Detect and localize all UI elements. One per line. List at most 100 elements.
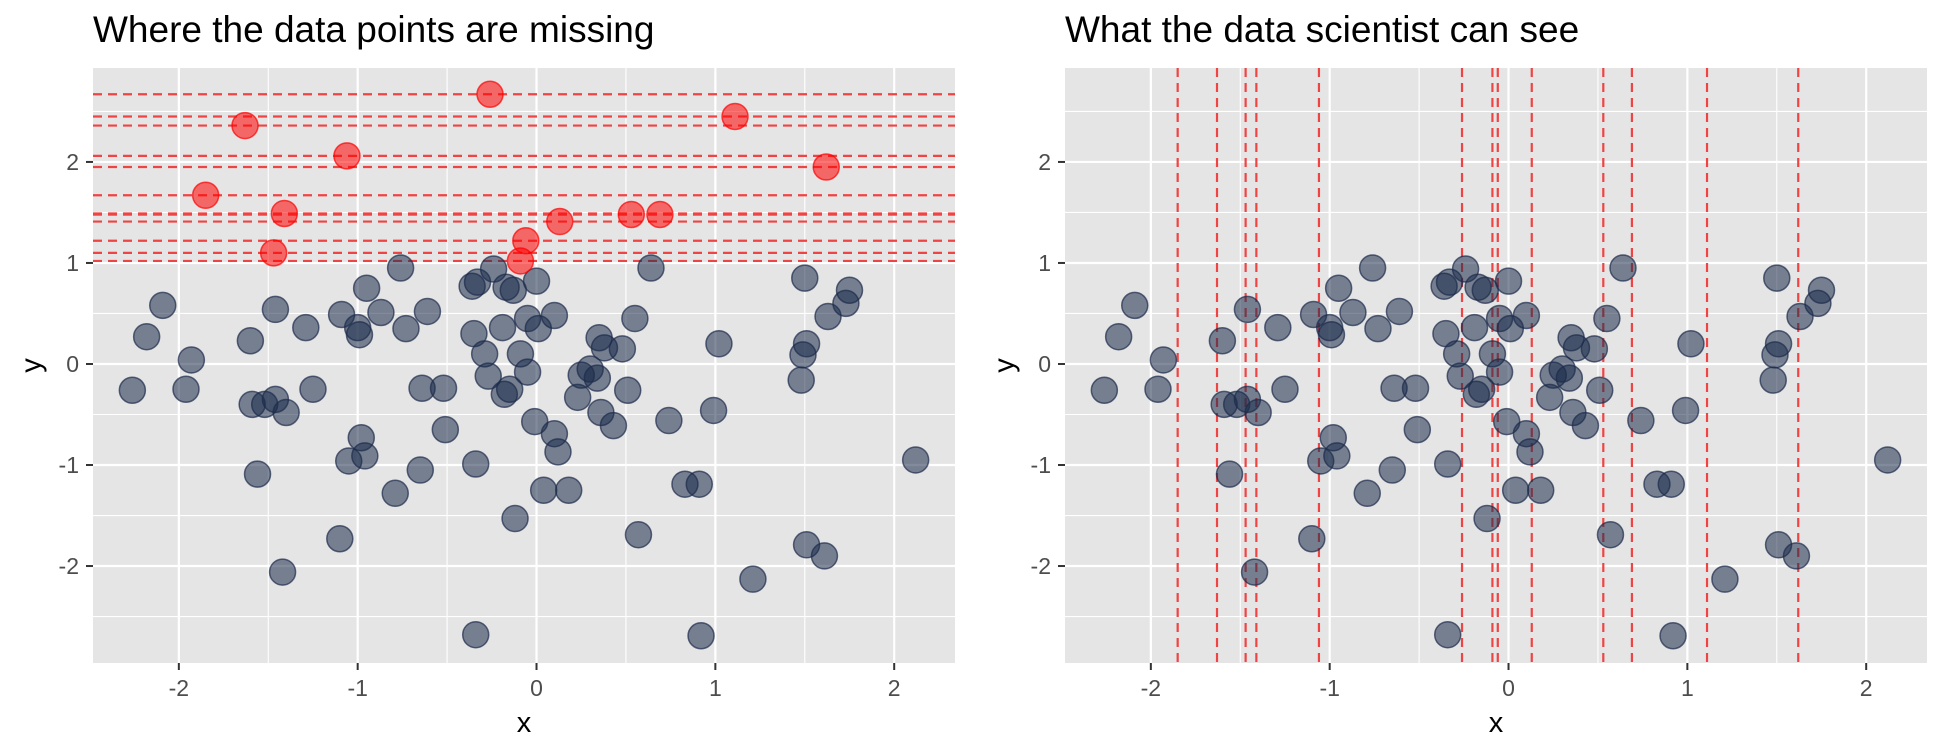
observed-data-point — [901, 446, 930, 474]
observed-data-point — [1759, 366, 1787, 394]
observed-data-point — [1120, 291, 1149, 320]
x-tick-label: -1 — [347, 675, 367, 701]
observed-data-point — [554, 476, 583, 505]
observed-data-point — [1873, 446, 1902, 474]
observed-data-point — [367, 298, 395, 327]
observed-data-point — [1240, 558, 1269, 586]
chart-title: Where the data points are missing — [93, 9, 654, 50]
observed-data-point — [392, 314, 420, 343]
missing-data-point — [646, 200, 674, 229]
missing-data-point — [333, 142, 361, 170]
observed-data-point — [1501, 476, 1530, 505]
observed-data-point — [835, 276, 864, 304]
observed-data-point — [299, 375, 327, 403]
observed-data-point — [1433, 620, 1462, 649]
missing-data-point — [259, 239, 288, 267]
observed-data-point — [787, 366, 815, 394]
observed-data-point — [1323, 442, 1351, 470]
x-tick-label: 2 — [888, 675, 901, 701]
observed-data-point — [1473, 504, 1501, 533]
observed-data-point — [1364, 314, 1392, 343]
observed-data-point — [1764, 330, 1793, 358]
observed-data-point — [544, 438, 572, 466]
observed-data-point — [1403, 415, 1432, 444]
observed-data-point — [474, 362, 502, 390]
observed-data-point — [381, 479, 409, 508]
observed-data-point — [272, 398, 300, 427]
observed-data-point — [1104, 322, 1133, 351]
observed-data-point — [1208, 327, 1237, 355]
observed-data-point — [1657, 470, 1686, 498]
observed-data-point — [413, 297, 442, 326]
observed-data-point — [1585, 376, 1614, 404]
observed-data-point — [608, 335, 637, 363]
observed-data-point — [1358, 254, 1387, 282]
observed-data-point — [613, 376, 642, 404]
x-tick-label: 1 — [1681, 675, 1694, 701]
x-tick-label: 1 — [709, 675, 722, 701]
observed-data-point — [1144, 375, 1172, 403]
observed-data-point — [1149, 346, 1178, 374]
observed-data-point — [461, 620, 490, 649]
observed-data-point — [1659, 621, 1687, 650]
observed-data-point — [687, 621, 715, 650]
observed-data-point — [705, 330, 733, 358]
observed-data-point — [177, 346, 206, 374]
y-tick-label: -2 — [59, 553, 79, 579]
observed-data-point — [1271, 375, 1299, 403]
observed-data-point — [529, 476, 558, 505]
observed-data-point — [495, 375, 524, 403]
observed-data-point — [1671, 396, 1700, 425]
observed-data-point — [1401, 374, 1430, 402]
observed-data-point — [429, 374, 458, 402]
observed-data-point — [739, 565, 767, 593]
observed-data-point — [243, 460, 272, 488]
observed-data-point — [791, 264, 819, 292]
observed-data-point — [699, 396, 728, 425]
observed-data-point — [1580, 335, 1609, 363]
missing-data-point — [191, 181, 220, 210]
y-tick-label: 2 — [66, 149, 79, 175]
observed-data-point — [488, 313, 517, 342]
observed-data-point — [655, 406, 683, 435]
x-tick-label: -2 — [169, 675, 189, 701]
observed-data-point — [624, 520, 653, 549]
x-tick-label: 2 — [1860, 675, 1873, 701]
observed-data-point — [1593, 304, 1621, 333]
y-tick-label: -1 — [59, 452, 79, 478]
missing-data-point — [721, 102, 749, 131]
observed-data-point — [522, 267, 551, 295]
x-tick-label: -1 — [1319, 675, 1339, 701]
missing-data-point — [270, 199, 299, 228]
observed-data-point — [1492, 407, 1521, 436]
observed-data-point — [792, 330, 821, 358]
observed-data-point — [261, 295, 290, 324]
observed-data-point — [1711, 565, 1739, 593]
observed-data-point — [406, 456, 435, 484]
observed-data-point — [501, 504, 529, 533]
observed-data-point — [172, 375, 200, 403]
observed-data-point — [1485, 358, 1514, 386]
observed-data-point — [326, 524, 354, 553]
observed-data-point — [583, 364, 612, 392]
missing-data-point — [812, 153, 840, 181]
observed-data-point — [132, 322, 161, 351]
observed-data-point — [1571, 411, 1600, 440]
observed-data-point — [1385, 297, 1414, 326]
observed-data-point — [345, 320, 374, 349]
observed-data-point — [1433, 450, 1462, 478]
y-tick-label: 0 — [66, 351, 79, 377]
observed-data-point — [1378, 456, 1407, 484]
observed-data-point — [810, 542, 839, 570]
x-axis-label: x — [1489, 707, 1504, 739]
observed-data-point — [599, 411, 628, 440]
missing-data-point — [476, 80, 504, 109]
x-tick-label: 0 — [1502, 675, 1515, 701]
x-tick-label: -2 — [1141, 675, 1161, 701]
y-tick-label: 2 — [1038, 149, 1051, 175]
observed-data-point — [1244, 398, 1272, 427]
observed-data-point — [1215, 460, 1244, 488]
observed-data-point — [431, 415, 460, 444]
y-tick-label: -1 — [1031, 452, 1051, 478]
